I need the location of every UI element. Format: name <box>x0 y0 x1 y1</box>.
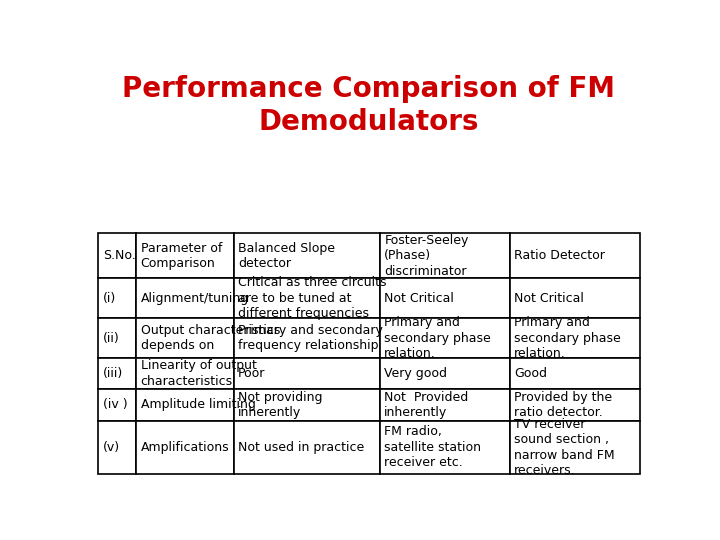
Text: (v): (v) <box>103 441 120 454</box>
Bar <box>234 318 380 358</box>
Bar <box>510 318 639 358</box>
Text: (ii): (ii) <box>103 332 120 345</box>
Text: Balanced Slope
detector: Balanced Slope detector <box>238 241 335 270</box>
Bar <box>136 358 234 389</box>
Bar <box>99 318 136 358</box>
Text: Not used in practice: Not used in practice <box>238 441 364 454</box>
Bar <box>380 389 510 421</box>
Text: Good: Good <box>514 367 547 380</box>
Bar <box>234 358 380 389</box>
Bar <box>380 358 510 389</box>
Text: Amplitude limiting: Amplitude limiting <box>140 399 256 411</box>
Bar <box>510 389 639 421</box>
Text: Primary and
secondary phase
relation.: Primary and secondary phase relation. <box>384 316 491 360</box>
Bar <box>136 233 234 278</box>
Text: Linearity of output
characteristics: Linearity of output characteristics <box>140 360 256 388</box>
Text: Provided by the
ratio detector.: Provided by the ratio detector. <box>514 391 612 419</box>
Bar <box>234 233 380 278</box>
Text: Primary and secondary
frequency relationship: Primary and secondary frequency relation… <box>238 324 383 353</box>
Bar <box>380 233 510 278</box>
Text: Alignment/tuning: Alignment/tuning <box>140 292 249 305</box>
Bar <box>234 389 380 421</box>
Text: Critical as three circuits
are to be tuned at
different frequencies: Critical as three circuits are to be tun… <box>238 276 387 320</box>
Text: Not Critical: Not Critical <box>514 292 584 305</box>
Text: Not providing
inherently: Not providing inherently <box>238 391 323 419</box>
Text: Performance Comparison of FM
Demodulators: Performance Comparison of FM Demodulator… <box>122 75 616 136</box>
Bar <box>99 278 136 318</box>
Text: Amplifications: Amplifications <box>140 441 230 454</box>
Text: (iii): (iii) <box>103 367 123 380</box>
Text: FM radio,
satellite station
receiver etc.: FM radio, satellite station receiver etc… <box>384 426 481 469</box>
Bar <box>380 318 510 358</box>
Bar <box>136 421 234 474</box>
Bar <box>136 278 234 318</box>
Text: Foster-Seeley
(Phase)
discriminator: Foster-Seeley (Phase) discriminator <box>384 234 469 278</box>
Bar <box>510 278 639 318</box>
Bar <box>99 233 136 278</box>
Text: Ratio Detector: Ratio Detector <box>514 249 605 262</box>
Bar <box>99 358 136 389</box>
Text: (i): (i) <box>103 292 116 305</box>
Text: Not  Provided
inherently: Not Provided inherently <box>384 391 469 419</box>
Text: S.No.: S.No. <box>103 249 135 262</box>
Text: (iv ): (iv ) <box>103 399 127 411</box>
Bar <box>510 233 639 278</box>
Text: Primary and
secondary phase
relation.: Primary and secondary phase relation. <box>514 316 621 360</box>
Bar <box>510 421 639 474</box>
Bar <box>99 389 136 421</box>
Bar <box>380 278 510 318</box>
Text: Parameter of
Comparison: Parameter of Comparison <box>140 241 222 270</box>
Text: Not Critical: Not Critical <box>384 292 454 305</box>
Bar <box>136 318 234 358</box>
Bar <box>136 389 234 421</box>
Text: Very good: Very good <box>384 367 447 380</box>
Text: TV receiver
sound section ,
narrow band FM
receivers.: TV receiver sound section , narrow band … <box>514 418 615 477</box>
Bar <box>380 421 510 474</box>
Bar <box>234 421 380 474</box>
Bar <box>99 421 136 474</box>
Text: Poor: Poor <box>238 367 266 380</box>
Bar <box>510 358 639 389</box>
Bar <box>234 278 380 318</box>
Text: Output characteristics
depends on: Output characteristics depends on <box>140 324 280 353</box>
